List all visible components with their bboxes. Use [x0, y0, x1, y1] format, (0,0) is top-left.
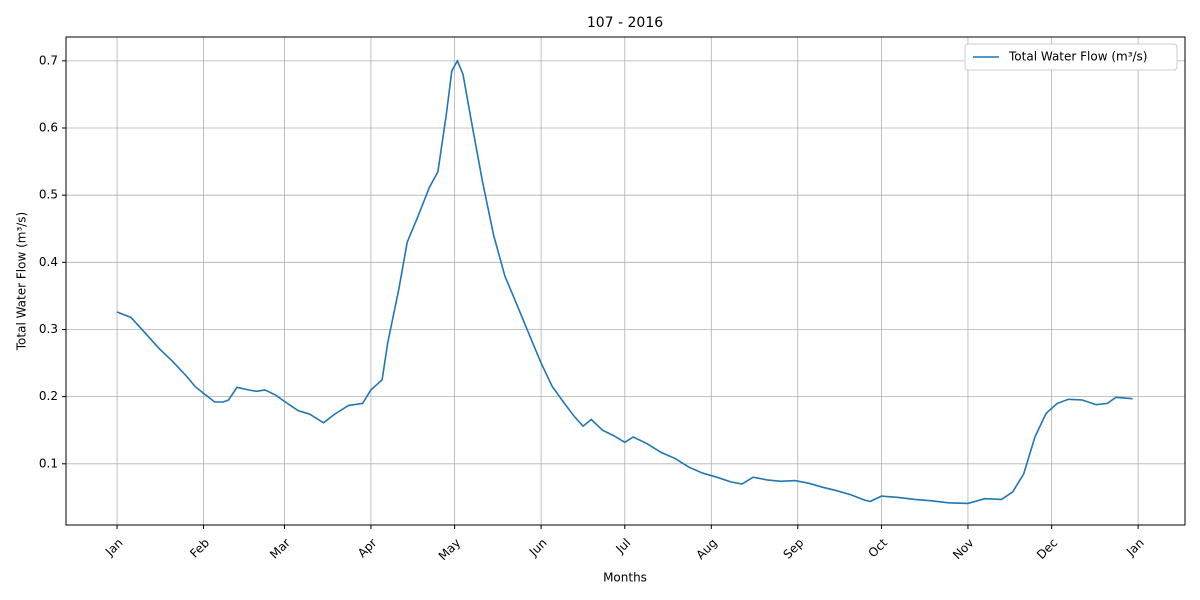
x-tick-label: Sep	[780, 536, 806, 562]
legend-box	[964, 43, 1178, 71]
y-tick-label: 0.7	[39, 53, 58, 67]
x-tick-label: Aug	[693, 536, 719, 562]
x-tick-label: Jul	[613, 536, 634, 557]
x-tick-label: Oct	[865, 535, 890, 560]
x-tick-label: Jan	[1123, 536, 1147, 560]
x-tick-label: Jan	[102, 536, 126, 560]
x-tick-label: May	[436, 536, 463, 563]
x-tick-label: Jun	[526, 536, 550, 560]
x-tick-label: Feb	[187, 536, 212, 561]
x-tick-label: Nov	[950, 536, 976, 562]
y-tick-label: 0.4	[39, 255, 58, 269]
y-tick-label: 0.1	[39, 456, 58, 470]
legend-label: Total Water Flow (m³/s)	[1008, 50, 1148, 64]
x-axis-label: Months	[603, 571, 647, 585]
x-tick-label: Mar	[267, 536, 293, 562]
x-tick-label: Dec	[1034, 536, 1060, 562]
y-tick-label: 0.5	[39, 188, 58, 202]
y-axis-label: Total Water Flow (m³/s)	[15, 212, 29, 352]
y-tick-label: 0.3	[39, 322, 58, 336]
x-tick-label: Apr	[355, 536, 380, 561]
y-tick-label: 0.6	[39, 121, 58, 135]
y-tick-label: 0.2	[39, 389, 58, 403]
plot-frame	[65, 36, 1186, 526]
chart-title: 107 - 2016	[587, 15, 663, 31]
data-line	[116, 58, 1133, 505]
